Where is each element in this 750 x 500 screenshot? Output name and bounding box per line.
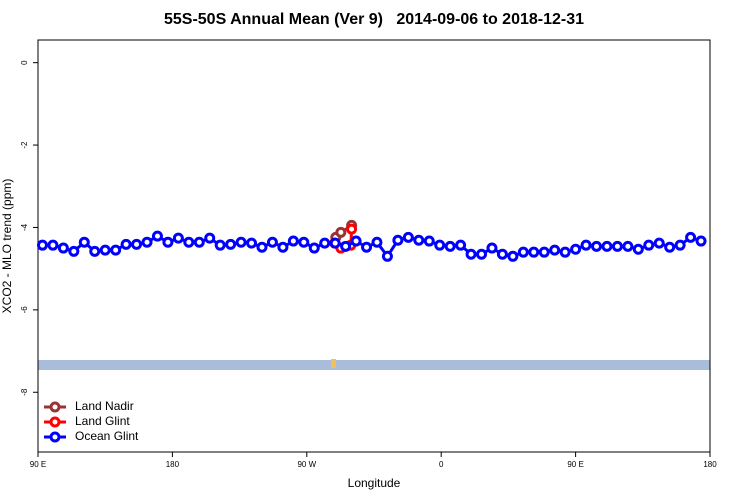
point: [591, 240, 603, 252]
point: [392, 234, 404, 246]
point: [413, 234, 425, 246]
x-tick-label: 180: [166, 460, 180, 469]
chart-title: 55S-50S Annual Mean (Ver 9) 2014-09-06 t…: [164, 11, 584, 28]
point: [340, 240, 352, 252]
point: [346, 223, 358, 235]
x-tick-label: 90 E: [30, 460, 46, 469]
point: [507, 250, 519, 262]
x-axis-label: Longitude: [348, 476, 401, 490]
legend-marker: [49, 401, 61, 413]
point: [455, 239, 467, 251]
point: [695, 235, 707, 247]
point: [538, 246, 550, 258]
point: [350, 235, 362, 247]
point: [183, 236, 195, 248]
point: [141, 236, 153, 248]
point: [110, 244, 122, 256]
point: [319, 237, 331, 249]
point: [36, 239, 48, 251]
x-tick-label: 0: [439, 460, 444, 469]
point: [214, 239, 226, 251]
point: [685, 231, 697, 243]
point: [622, 240, 634, 252]
x-tick-label: 90 E: [567, 460, 583, 469]
point: [277, 241, 289, 253]
point: [402, 231, 414, 243]
point: [528, 246, 540, 258]
point: [632, 243, 644, 255]
point: [287, 235, 299, 247]
point: [99, 244, 111, 256]
point: [204, 232, 216, 244]
point: [664, 241, 676, 253]
point: [298, 236, 310, 248]
point: [89, 245, 101, 257]
point: [151, 230, 163, 242]
point: [559, 246, 571, 258]
y-tick-label: -8: [20, 388, 29, 396]
point: [476, 248, 488, 260]
land-patch: [331, 359, 336, 368]
point: [517, 246, 529, 258]
point: [131, 238, 143, 250]
point: [57, 242, 69, 254]
point: [266, 236, 278, 248]
legend-label: Land Nadir: [75, 399, 134, 413]
point: [549, 244, 561, 256]
point: [496, 248, 508, 260]
point: [381, 250, 393, 262]
point: [172, 232, 184, 244]
point: [120, 238, 132, 250]
legend-marker: [49, 416, 61, 428]
point: [308, 242, 320, 254]
x-tick-label: 90 W: [297, 460, 316, 469]
point: [235, 236, 247, 248]
point: [423, 235, 435, 247]
point: [434, 239, 446, 251]
point: [601, 240, 613, 252]
legend-marker: [49, 431, 61, 443]
legend-label: Land Glint: [75, 414, 130, 428]
point: [486, 242, 498, 254]
point: [256, 241, 268, 253]
point: [335, 226, 347, 238]
point: [68, 245, 80, 257]
point: [162, 236, 174, 248]
point: [570, 243, 582, 255]
land-ocean-strip: [38, 360, 710, 370]
point: [78, 236, 90, 248]
point: [47, 239, 59, 251]
point: [465, 248, 477, 260]
y-tick-label: 0: [20, 60, 29, 65]
point: [371, 236, 383, 248]
point: [329, 237, 341, 249]
point: [643, 239, 655, 251]
point: [653, 237, 665, 249]
y-tick-label: -2: [20, 141, 29, 149]
point: [580, 239, 592, 251]
y-tick-label: -6: [20, 306, 29, 314]
point: [193, 236, 205, 248]
y-axis-label: XCO2 - MLO trend (ppm): [0, 179, 14, 314]
legend-label: Ocean Glint: [75, 429, 139, 443]
point: [444, 240, 456, 252]
point: [225, 238, 237, 250]
point: [611, 240, 623, 252]
point: [246, 237, 258, 249]
point: [361, 241, 373, 253]
y-tick-label: -4: [20, 223, 29, 231]
point: [674, 239, 686, 251]
x-tick-label: 180: [703, 460, 717, 469]
